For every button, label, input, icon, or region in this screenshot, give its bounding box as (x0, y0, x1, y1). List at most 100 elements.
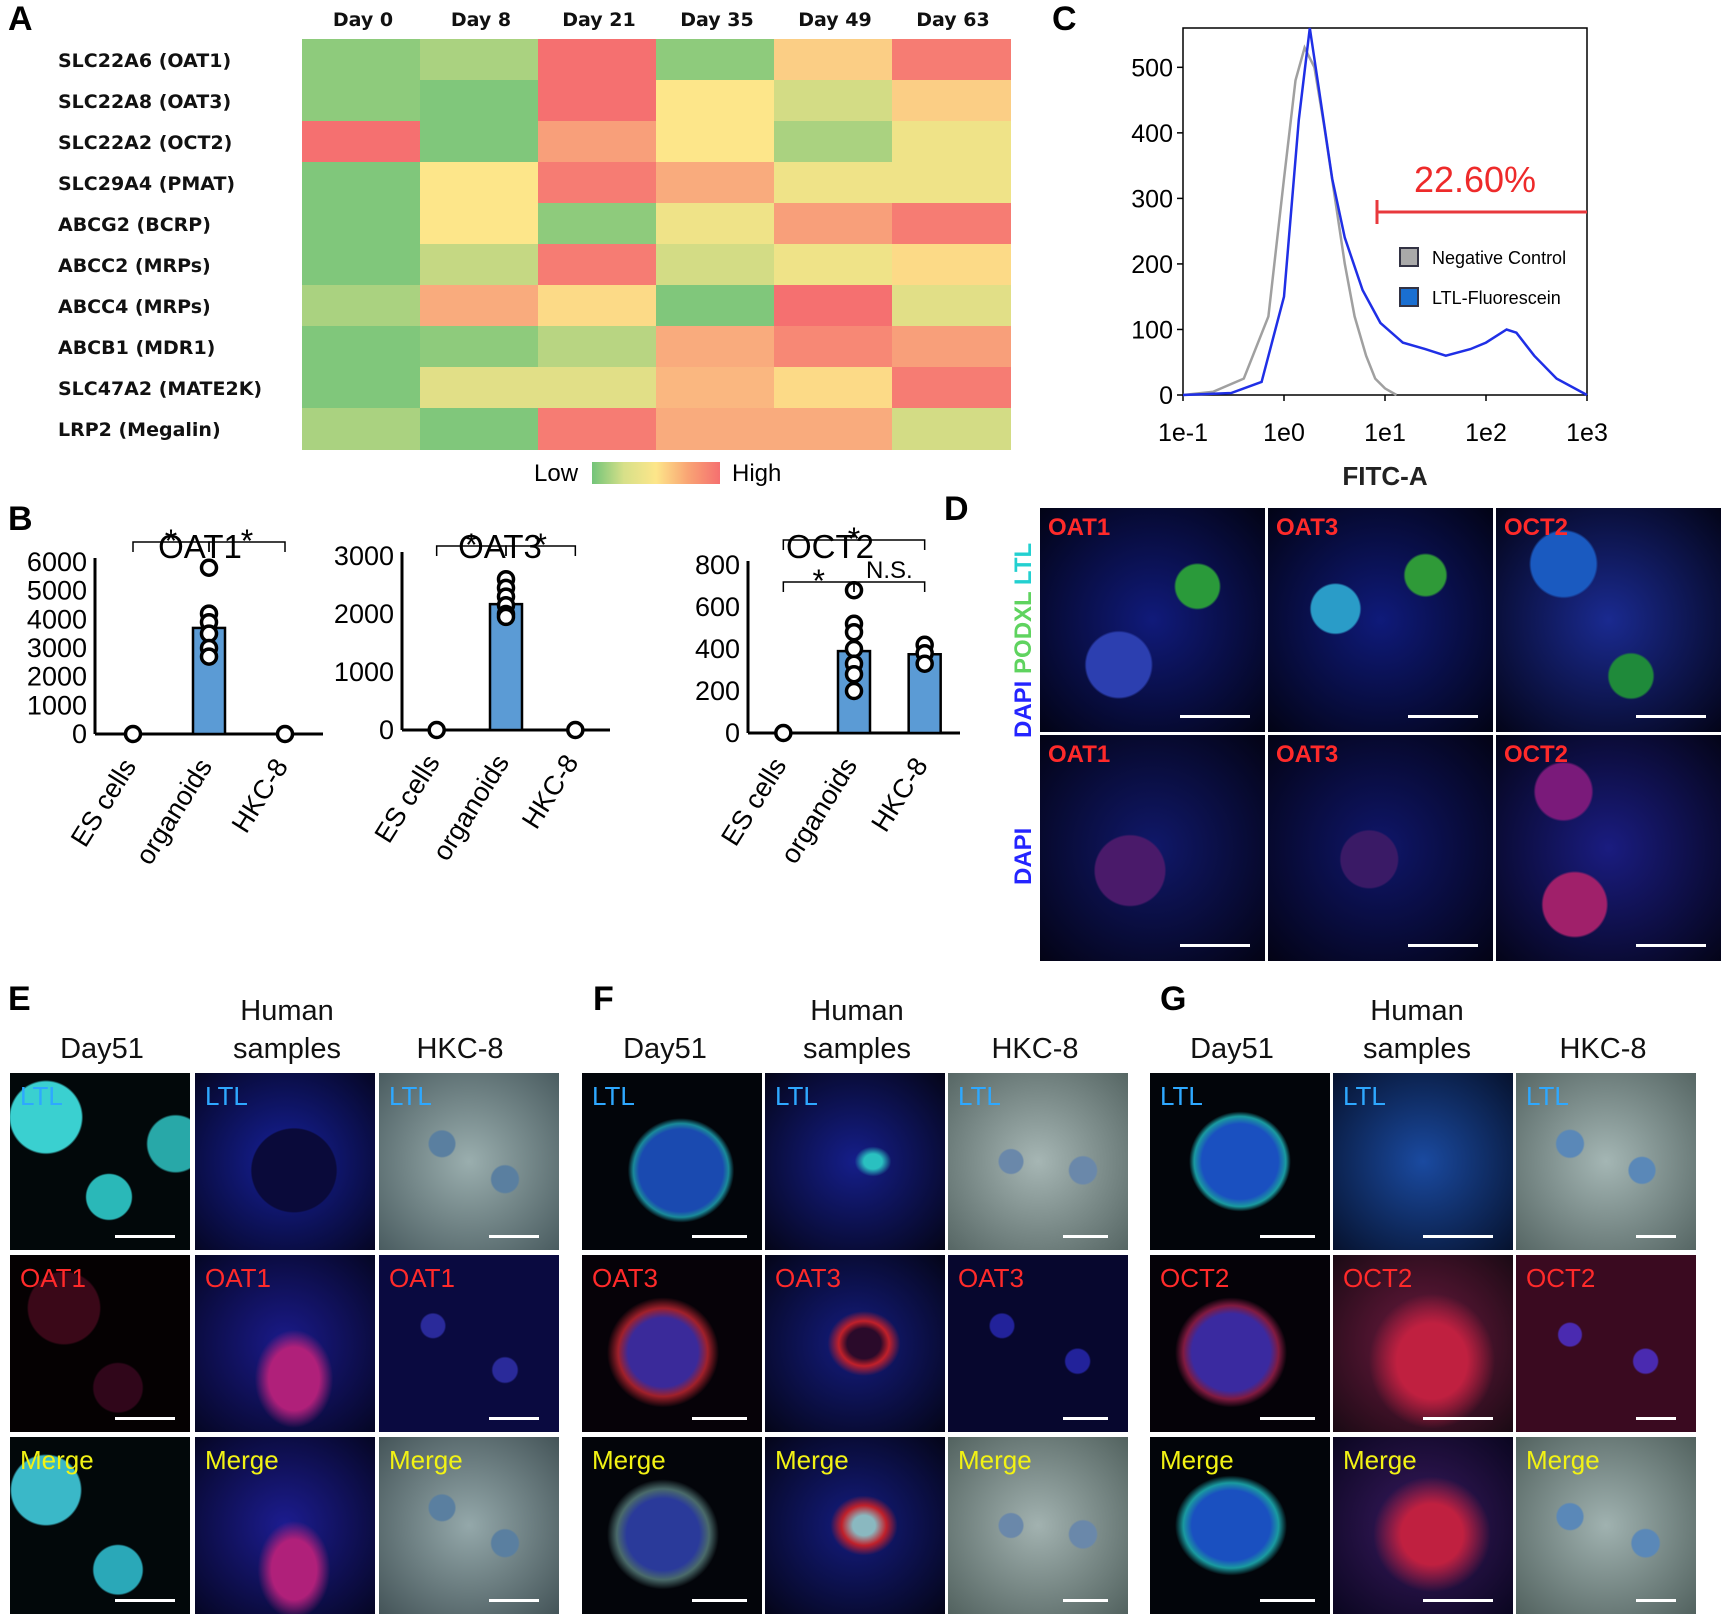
y-tick-label: 400 (1131, 120, 1173, 148)
y-tick-label: 0 (379, 715, 394, 745)
scale-bar (692, 1599, 747, 1602)
data-point (199, 558, 219, 577)
micrograph-label: Merge (389, 1445, 463, 1475)
micrograph-label: LTL (20, 1081, 63, 1111)
y-tick-label: 400 (695, 634, 740, 664)
y-tick-label: 200 (695, 676, 740, 706)
heatmap-cell (302, 285, 421, 327)
micrograph-label: OCT2 (1160, 1263, 1230, 1293)
panel-label-e: E (8, 980, 31, 1018)
podxl-label: PODXL (1010, 591, 1037, 674)
scale-bar (1423, 1235, 1493, 1238)
micrograph-label: Merge (1526, 1445, 1600, 1475)
heatmap-cell (656, 80, 775, 122)
data-point (844, 622, 864, 642)
micrograph-label: OCT2 (1343, 1263, 1413, 1293)
heatmap-grid (302, 39, 1011, 450)
legend-swatch (1399, 287, 1419, 307)
flow-histogram: 0 100 200 300 400 500 1e-1 1e0 1e1 1e2 1e3 FITC-A 22… (1131, 27, 1608, 491)
heatmap-day-0: Day 0 (332, 9, 394, 31)
heatmap-cell (302, 408, 421, 450)
heatmap-cell (420, 244, 539, 286)
bar (836, 649, 872, 735)
scale-bar (1636, 1599, 1676, 1602)
micrograph-e-hkc8-oat1: OAT1 (379, 1255, 559, 1432)
micrograph-g-day51-ltl: LTL (1150, 1073, 1330, 1250)
micrograph-e-human-merge: Merge (195, 1437, 375, 1614)
micrograph-e-day51-ltl: LTL (10, 1073, 190, 1250)
micrograph-label: OAT3 (1276, 741, 1339, 768)
heatmap-cell (892, 244, 1011, 286)
chart-title: OCT2 (786, 528, 874, 565)
micrograph-f-hkc8-ltl: LTL (948, 1073, 1128, 1250)
heatmap-day-49: Day 49 (798, 9, 872, 31)
y-tick-label: 0 (725, 718, 740, 748)
x-tick-label: ES cells (65, 753, 142, 852)
micrograph-g-hkc8-ltl: LTL (1516, 1073, 1696, 1250)
heatmap-cell (302, 80, 421, 122)
x-tick-label: organoids (130, 753, 218, 869)
scale-bar (692, 1417, 747, 1420)
col-head-human-line1: Human (240, 995, 334, 1027)
panel-label-a: A (8, 0, 33, 38)
heatmap-cell (538, 121, 657, 163)
significance-label: * (241, 523, 253, 559)
heatmap-cell (774, 203, 893, 245)
heatmap-cell (892, 367, 1011, 409)
y-tick-label: 800 (695, 550, 740, 580)
heatmap-cell (892, 408, 1011, 450)
micrograph-label: LTL (389, 1081, 432, 1111)
micrograph-g-day51-oct2: OCT2 (1150, 1255, 1330, 1432)
x-tick-label: 1e0 (1263, 419, 1305, 447)
heatmap-gene-label: ABCC4 (MRPs) (58, 296, 211, 318)
panel-label-f: F (593, 980, 614, 1018)
heatmap-cell (538, 285, 657, 327)
significance-label: * (534, 527, 546, 563)
heatmap-gene-label: SLC22A8 (OAT3) (58, 91, 232, 113)
col-head-day51: Day51 (60, 1033, 144, 1065)
heatmap-cell (420, 80, 539, 122)
data-point (915, 654, 934, 673)
col-head-human-line1: Human (810, 995, 904, 1027)
micrograph-label: Merge (958, 1445, 1032, 1475)
scale-bar (1423, 1599, 1493, 1602)
heatmap-cell (656, 285, 775, 327)
dapi-label: DAPI (1010, 827, 1037, 885)
micrograph-label: OAT1 (20, 1263, 86, 1293)
data-point (844, 639, 864, 659)
heatmap-cell (538, 367, 657, 409)
significance-bracket (853, 581, 926, 592)
dapi-label: DAPI (1010, 680, 1037, 738)
scale-bar (1423, 1417, 1493, 1420)
col-head-human-line2: samples (1363, 1033, 1471, 1065)
micrograph-f-day51-oat3: OAT3 (582, 1255, 762, 1432)
heatmap-cell (892, 121, 1011, 163)
panel-label-d: D (944, 490, 969, 528)
y-tick-label: 1000 (27, 690, 87, 720)
micrograph-g-human-oct2: OCT2 (1333, 1255, 1513, 1432)
micrograph-label: Merge (592, 1445, 666, 1475)
col-head-hkc8: HKC-8 (416, 1033, 504, 1065)
heatmap-cell (656, 121, 775, 163)
heatmap-cell (420, 367, 539, 409)
micrograph-label: OCT2 (1526, 1263, 1596, 1293)
scale-bar (692, 1235, 747, 1238)
scale-bar (115, 1417, 175, 1420)
micrograph-label: Merge (1160, 1445, 1234, 1475)
y-tick-label: 2000 (334, 599, 394, 629)
heatmap-cell (302, 203, 421, 245)
heatmap-gene-label: ABCG2 (BCRP) (58, 214, 211, 236)
significance-label: * (812, 563, 824, 599)
heatmap-panel: Day 0 Day 8 Day 21 Day 35 Day 49 Day 63 … (0, 0, 1030, 500)
data-point (566, 720, 585, 740)
data-point (275, 724, 295, 744)
micrograph-f-hkc8-merge: Merge (948, 1437, 1128, 1614)
heatmap-cell (774, 39, 893, 81)
heatmap-cell (302, 39, 421, 81)
x-tick-label: ES cells (369, 749, 446, 848)
legend-swatch (1399, 247, 1419, 267)
heatmap-cell (538, 326, 657, 368)
scale-bar (1636, 944, 1706, 947)
heatmap-gene-label: SLC47A2 (MATE2K) (58, 378, 263, 400)
